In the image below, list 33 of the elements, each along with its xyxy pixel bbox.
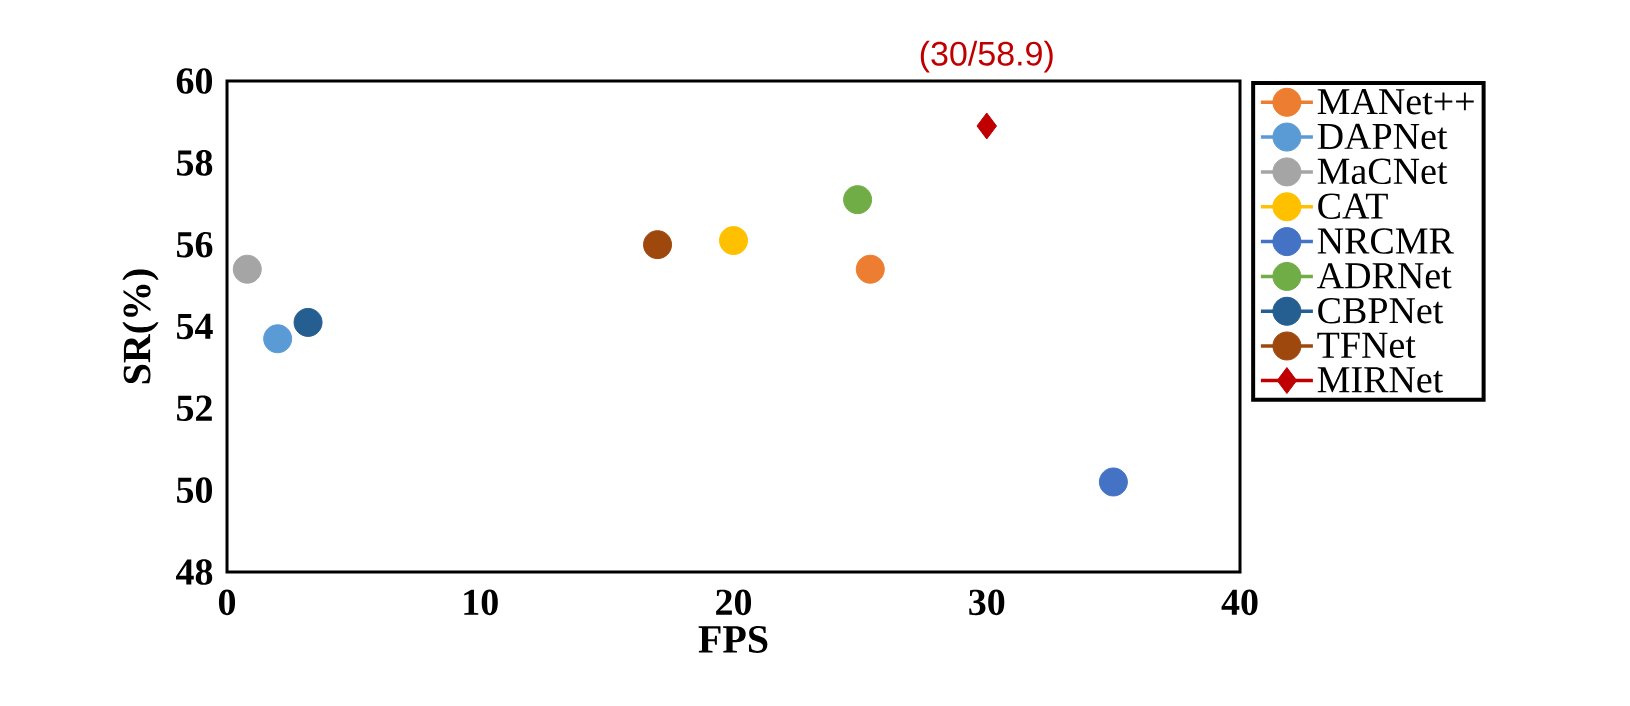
legend-label: ADRNet [1317,263,1452,289]
y-tick-label: 48 [176,559,213,585]
y-tick-label: 54 [177,313,213,340]
x-axis-title: FPS [698,626,768,653]
x-tick-label: 10 [464,589,498,616]
point [855,254,885,284]
legend-label: MANet++ [1317,88,1474,115]
point [263,324,293,354]
x-tick-label: 0 [218,589,236,616]
legend-label: MaCNet [1317,158,1448,185]
point [719,226,749,256]
y-axis-title: SR(%) [122,269,159,384]
point [232,254,262,284]
point [643,230,673,260]
y-tick-label: 58 [177,150,213,176]
y-tick-label: 50 [177,477,213,503]
y-tick-label: 56 [177,231,213,258]
legend-label: NRCMR [1317,228,1454,254]
legend-label: TFNet [1317,332,1416,359]
point [843,185,873,215]
legend-label: CAT [1318,193,1388,219]
x-tick-label: 30 [969,589,1005,616]
x-tick-label: 20 [716,589,752,616]
annotation: (30/58.9) [920,40,1053,73]
y-tick-label: 52 [177,395,212,422]
x-tick-label: 40 [1221,589,1258,616]
y-tick-label: 60 [176,68,213,94]
legend-label: CBPNet [1318,297,1444,324]
legend-label: DAPNet [1317,123,1448,150]
legend-label: MIRNet [1317,367,1444,393]
point [293,307,323,337]
point [976,112,998,140]
point [1098,467,1128,497]
